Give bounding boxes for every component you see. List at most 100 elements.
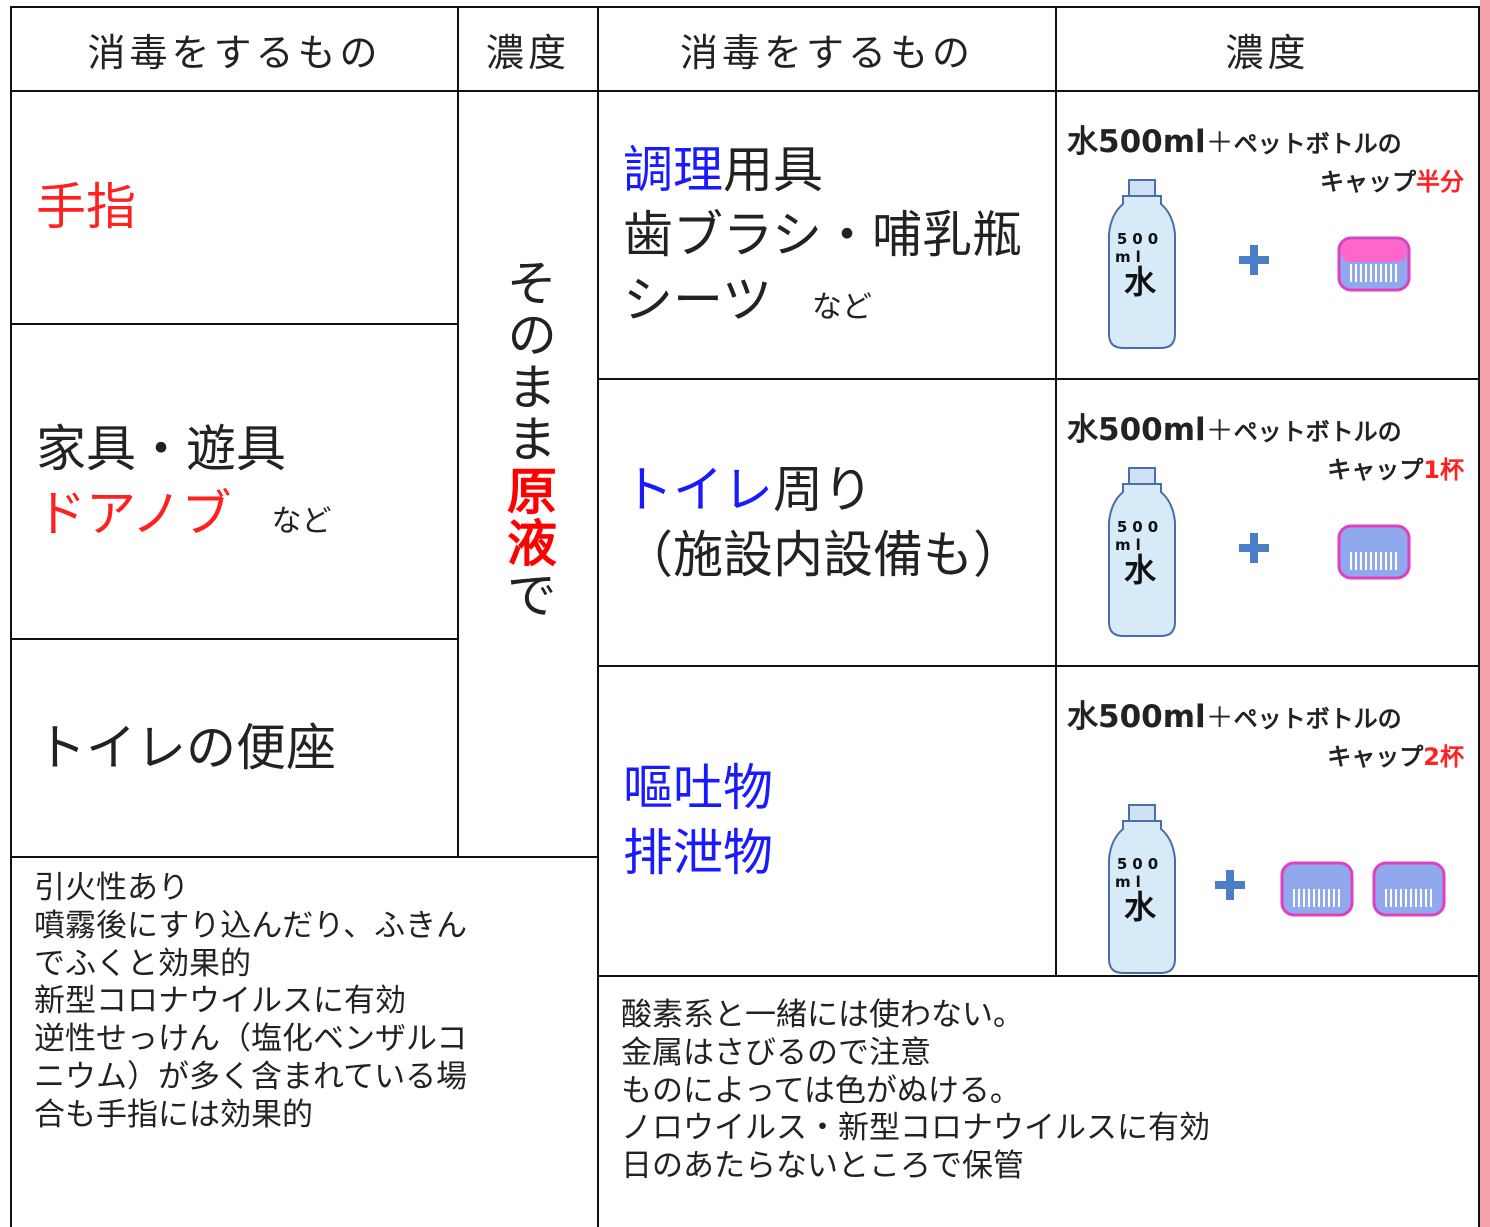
cap-text: キャップ (1320, 168, 1416, 196)
concentration-text: そのまま原液で (492, 257, 564, 621)
text-segment: そのまま (499, 257, 557, 465)
amount-cell: 水500ml＋ペットボトルの キャップ1杯 500 ml 水 (1055, 378, 1480, 667)
bottle-label: 500 ml 水 (1115, 230, 1165, 298)
text-segment: で (499, 569, 557, 621)
amount-line: 水500ml＋ペットボトルの (1067, 691, 1402, 736)
plus-icon (1215, 870, 1245, 900)
note-line: ものによっては色がぬける。 (621, 1072, 1021, 1109)
amount-line: キャップ2杯 (1327, 737, 1464, 772)
text-line: 手指 (36, 175, 457, 240)
item-cell: 嘔吐物 排泄物 (597, 665, 1057, 977)
amount-line: キャップ半分 (1320, 162, 1464, 197)
cap-icon (1372, 861, 1446, 917)
text-segment: 調理 (623, 140, 723, 199)
bottle-volume: 500 (1116, 855, 1164, 873)
bottle-label: 500 ml 水 (1115, 518, 1165, 586)
text-line: 調理用具 (623, 138, 1055, 203)
text-line: トイレの便座 (36, 716, 457, 781)
cap-text: キャップ (1327, 456, 1424, 484)
cap-icon (1280, 861, 1354, 917)
note-line: 合も手指には効果的 (34, 1096, 313, 1133)
plus: ＋ (1205, 701, 1234, 734)
note-line: ノロウイルス・新型コロナウイルスに有効 (621, 1110, 1210, 1147)
note-line: でふくと効果的 (34, 945, 251, 982)
text-line: 歯ブラシ・哺乳瓶 (623, 203, 1055, 268)
header-cell: 濃度 (457, 6, 599, 92)
amount-line: キャップ1杯 (1327, 450, 1464, 485)
bottle-icon (1108, 467, 1176, 637)
note-line: 逆性せっけん（塩化ベンザルコ (34, 1021, 468, 1058)
note-line: 酸素系と一緒には使わない。 (621, 997, 1024, 1033)
notes-cell: 酸素系と一緒には使わない。 金属はさびるので注意 ものによっては色がぬける。 ノロウイ… (597, 975, 1480, 1227)
item-cell: 手指 (10, 90, 459, 325)
text-line: ドアノブ など (36, 482, 457, 547)
text-segment: トイレ (623, 460, 773, 519)
header-cell: 濃度 (1055, 6, 1480, 92)
text-segment: 用具 (723, 140, 823, 199)
text-segment: 手指 (36, 178, 136, 236)
bottle-water: 水 (1123, 888, 1156, 926)
note-line: 新型コロナウイルスに有効 (34, 983, 406, 1020)
note-line: 金属はさびるので注意 (621, 1034, 931, 1071)
text-segment: （施設内設備も） (623, 525, 1023, 584)
concentration-cell: そのまま原液で (457, 90, 599, 858)
text-line: トイレ周り (623, 458, 1055, 523)
text-segment: トイレの便座 (36, 718, 336, 777)
plus: ＋ (1205, 414, 1234, 447)
side-band (1480, 0, 1490, 1227)
text-segment: 排泄物 (623, 824, 773, 882)
icons (1108, 804, 1446, 974)
text-segment: ドアノブ (36, 484, 232, 543)
plus-icon (1239, 245, 1269, 275)
water: 水500ml (1067, 412, 1206, 448)
plus-icon (1239, 533, 1269, 563)
text-segment: 家具・遊具 (36, 419, 286, 478)
bottle-water: 水 (1123, 263, 1156, 301)
text-segment: シーツ (623, 270, 772, 329)
bottle-label: 500 ml 水 (1115, 855, 1165, 923)
icons (1108, 179, 1411, 349)
water: 水500ml (1067, 699, 1206, 735)
note-line: 引火性あり (34, 870, 189, 906)
amount-cell: 水500ml＋ペットボトルの キャップ2杯 500 ml 水 (1055, 665, 1480, 977)
text-line: （施設内設備も） (623, 523, 1055, 588)
text-segment: 嘔吐物 (623, 759, 773, 817)
bottle-water: 水 (1123, 551, 1156, 589)
measure: 1杯 (1423, 456, 1464, 484)
bottle-icon (1108, 179, 1176, 349)
bottle-text: ペットボトルの (1233, 705, 1402, 733)
text-line: 排泄物 (623, 821, 1055, 886)
item-cell: トイレ周り （施設内設備も） (597, 378, 1057, 667)
measure: 半分 (1416, 168, 1464, 196)
header-cell: 消毒をするもの (597, 6, 1057, 92)
item-cell: 調理用具 歯ブラシ・哺乳瓶 シーツ など (597, 90, 1057, 380)
amount-line: 水500ml＋ペットボトルの (1067, 116, 1402, 161)
bottle-unit: ml (1115, 536, 1146, 554)
bottle-unit: ml (1115, 248, 1146, 266)
amount-cell: 水500ml＋ペットボトルの キャップ半分 500 ml 水 (1055, 90, 1480, 380)
notes-cell: 引火性あり 噴霧後にすり込んだり、ふきん でふくと効果的 新型コロナウイルスに有効 逆性… (10, 856, 599, 1227)
text-segment: など (812, 289, 872, 325)
bottle-volume: 500 (1116, 230, 1164, 248)
text-segment: 歯ブラシ・哺乳瓶 (623, 205, 1022, 264)
cap-icon (1337, 524, 1411, 580)
cap-icon (1337, 236, 1411, 292)
measure: 2杯 (1423, 743, 1464, 771)
text-line: 家具・遊具 (36, 417, 457, 482)
amount-line: 水500ml＋ペットボトルの (1067, 404, 1402, 449)
bottle-volume: 500 (1116, 518, 1164, 536)
text-line: 嘔吐物 (623, 756, 1055, 821)
plus: ＋ (1205, 126, 1234, 159)
item-cell: トイレの便座 (10, 638, 459, 858)
cap-text: キャップ (1327, 743, 1424, 771)
water: 水500ml (1067, 124, 1206, 160)
bottle-text: ペットボトルの (1233, 418, 1402, 446)
bottle-text: ペットボトルの (1233, 130, 1402, 158)
bottle-icon (1108, 804, 1176, 974)
item-cell: 家具・遊具ドアノブ など (10, 323, 459, 640)
header-cell: 消毒をするもの (10, 6, 459, 92)
note-line: 噴霧後にすり込んだり、ふきん (34, 907, 468, 944)
bottle-unit: ml (1115, 873, 1146, 891)
text-segment: など (271, 503, 332, 539)
